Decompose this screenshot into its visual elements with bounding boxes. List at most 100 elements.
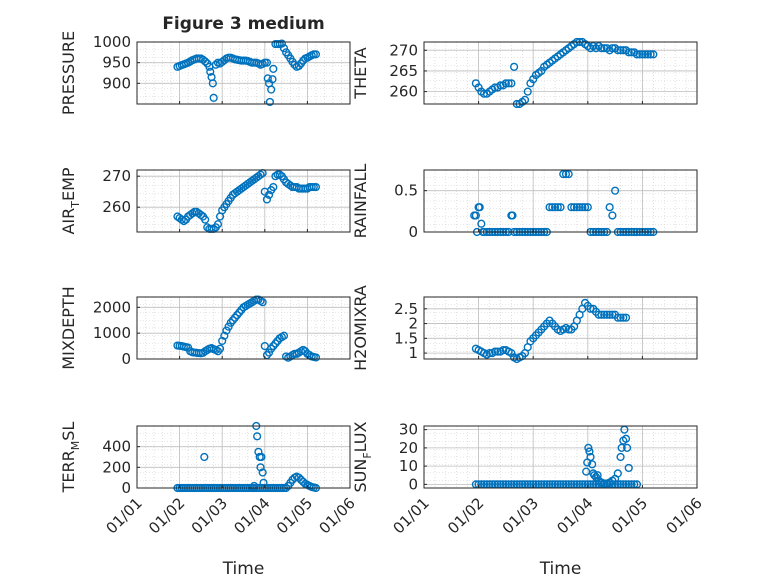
data-point <box>605 203 614 212</box>
axes-box <box>136 425 351 489</box>
data-series <box>471 298 631 364</box>
data-point <box>275 170 284 179</box>
y-tick-label: 0 <box>408 223 418 241</box>
data-point <box>258 298 267 307</box>
data-point <box>262 195 272 204</box>
subplot-2: 260 265 270 THETA <box>351 37 698 109</box>
x-tick-label: 01/05 <box>608 494 651 537</box>
data-series <box>173 169 321 234</box>
data-point <box>635 50 644 59</box>
y-tick-label: 260 <box>102 198 131 216</box>
data-point <box>311 353 321 362</box>
axes-box <box>423 41 698 105</box>
data-point <box>218 336 227 346</box>
y-tick-label: 270 <box>389 41 418 59</box>
y-tick-label: 20 <box>399 439 418 457</box>
y-tick-label: 1.5 <box>394 329 418 347</box>
data-point <box>208 79 217 88</box>
y-axis-label: TERRMSL <box>59 422 82 494</box>
data-point <box>269 64 278 73</box>
data-point <box>602 310 612 319</box>
data-point <box>590 471 599 480</box>
data-point <box>600 310 609 319</box>
data-point <box>256 463 265 472</box>
data-point <box>277 39 286 48</box>
data-point <box>575 203 584 212</box>
subplot-3: 260 270 AIRTEMP <box>59 167 351 235</box>
data-point <box>520 95 530 104</box>
data-point <box>257 452 266 462</box>
axes-box <box>423 296 698 360</box>
y-tick-label: 30 <box>399 421 418 439</box>
data-point <box>613 313 622 322</box>
data-point <box>279 44 289 53</box>
data-point <box>638 50 647 59</box>
data-point <box>296 475 306 484</box>
data-point <box>177 215 186 224</box>
data-point <box>597 44 606 53</box>
y-axis-label: PRESSURE <box>59 31 78 115</box>
data-series <box>471 425 642 489</box>
y-tick-label: 900 <box>102 74 131 92</box>
data-point <box>586 452 595 462</box>
data-point <box>220 331 229 340</box>
data-point <box>608 211 617 220</box>
data-point <box>582 467 591 476</box>
data-point <box>311 182 321 192</box>
axes-box <box>136 296 351 360</box>
data-point <box>269 182 278 192</box>
x-tick-label: 01/02 <box>444 494 487 537</box>
x-tick-label: 01/03 <box>188 494 231 537</box>
data-point <box>621 434 631 443</box>
data-point <box>490 347 500 356</box>
x-tick-label: 01/04 <box>230 494 273 537</box>
data-point <box>253 432 262 441</box>
y-axis-label: H2OMIXRA <box>351 285 370 371</box>
data-point <box>268 75 277 84</box>
y-tick-label: 1 <box>408 344 418 362</box>
data-point <box>507 79 516 88</box>
data-point <box>206 67 215 76</box>
y-axis-label: RAINFALL <box>351 164 370 239</box>
data-point <box>580 203 590 212</box>
data-point <box>623 443 632 452</box>
data-point <box>179 217 188 226</box>
subplot-5: 0 1000 2000 MIXDEPTH <box>59 286 351 370</box>
y-tick-label: 2.5 <box>394 300 418 318</box>
subplot-1: 900 950 1000 PRESSURE Figure 3 medium <box>59 14 351 115</box>
plot-area <box>137 297 350 359</box>
data-series <box>173 295 321 362</box>
plot-area <box>424 426 697 488</box>
y-axis-label: THETA <box>351 47 370 99</box>
data-point <box>649 50 658 59</box>
data-point <box>508 211 517 220</box>
data-point <box>201 215 210 224</box>
data-point <box>256 170 265 179</box>
data-point <box>624 48 633 57</box>
data-point <box>294 473 303 482</box>
subplot-7: 0 200 400 01/01 01/02 01/03 01/04 01/05 01/06 TER… <box>59 422 359 579</box>
y-axis-label: SUNFLUX <box>351 421 374 492</box>
y-tick-label: 270 <box>102 167 131 185</box>
data-point <box>610 186 620 195</box>
data-point <box>561 170 571 179</box>
x-axis-label: Time <box>222 559 265 579</box>
data-point <box>263 74 272 83</box>
data-point <box>613 46 622 55</box>
subplot-6: 11.522.5 H2OMIXRA <box>351 285 698 371</box>
data-point <box>641 50 650 59</box>
data-point <box>585 447 594 456</box>
plot-area <box>424 170 697 232</box>
data-point <box>213 220 223 229</box>
data-point <box>471 211 480 220</box>
x-tick-label: 01/06 <box>316 494 359 537</box>
data-series <box>173 39 321 107</box>
data-point <box>504 79 513 88</box>
data-point <box>605 310 614 319</box>
data-point <box>632 50 642 59</box>
data-point <box>583 203 592 212</box>
data-point <box>201 57 210 66</box>
data-point <box>499 346 508 355</box>
y-tick-label: 0 <box>121 350 131 368</box>
y-tick-label: 2 <box>408 315 418 333</box>
